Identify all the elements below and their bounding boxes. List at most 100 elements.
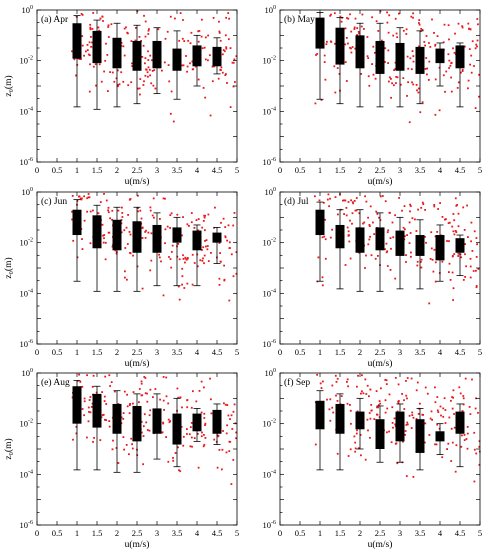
x-axis-title: u(m/s)	[368, 358, 393, 369]
scatter-point	[385, 242, 388, 245]
scatter-point	[190, 406, 193, 409]
scatter-point	[426, 392, 429, 395]
scatter-point	[146, 71, 149, 74]
x-tick-label: 0.5	[52, 347, 63, 357]
x-tick-label: 4.5	[212, 347, 223, 357]
scatter-point	[204, 424, 206, 426]
scatter-point	[132, 254, 134, 257]
scatter-point	[131, 443, 133, 446]
scatter-point	[387, 62, 389, 64]
scatter-point	[360, 25, 363, 28]
x-tick-label: 4	[195, 528, 200, 538]
scatter-point	[394, 377, 397, 379]
scatter-point	[181, 275, 184, 278]
scatter-point	[475, 452, 478, 455]
scatter-point	[467, 79, 470, 82]
scatter-point	[393, 84, 395, 87]
scatter-point	[452, 230, 455, 233]
scatter-point	[149, 54, 152, 57]
scatter-point	[322, 201, 325, 204]
y-tick-exponent: 0	[30, 187, 33, 193]
scatter-point	[196, 433, 199, 435]
scatter-point	[426, 67, 429, 70]
scatter-point	[128, 453, 130, 456]
scatter-point	[346, 17, 348, 19]
y-tick-base: 10	[20, 56, 29, 66]
scatter-point	[111, 209, 114, 212]
scatter-point	[416, 264, 419, 267]
scatter-point	[412, 83, 415, 86]
x-tick-label: 3.5	[172, 165, 183, 175]
scatter-point	[433, 248, 436, 251]
scatter-point	[125, 226, 128, 229]
scatter-point	[211, 80, 214, 83]
scatter-point	[123, 54, 126, 57]
scatter-point	[137, 87, 139, 90]
scatter-point	[460, 445, 463, 448]
scatter-point	[128, 198, 131, 201]
scatter-point	[371, 16, 373, 19]
scatter-point	[163, 61, 166, 64]
y-tick-label: 100	[265, 368, 277, 378]
scatter-point	[368, 412, 371, 414]
y-tick-label: 100	[22, 5, 34, 15]
scatter-point	[460, 71, 462, 74]
scatter-point	[364, 458, 367, 461]
scatter-point	[146, 392, 148, 395]
scatter-point	[137, 210, 139, 213]
box-body	[92, 393, 102, 428]
scatter-point	[344, 199, 347, 202]
scatter-point	[441, 216, 444, 218]
scatter-point	[323, 235, 326, 238]
scatter-point	[186, 65, 189, 68]
scatter-point	[186, 70, 188, 73]
scatter-point	[200, 380, 203, 383]
scatter-point	[225, 47, 228, 50]
scatter-point	[92, 374, 95, 377]
scatter-point	[148, 28, 150, 30]
scatter-point	[367, 216, 369, 219]
scatter-point	[430, 410, 433, 413]
y-tick-exponent: 0	[273, 5, 276, 11]
scatter-point	[105, 199, 108, 202]
scatter-point	[384, 379, 387, 381]
scatter-point	[410, 15, 413, 18]
scatter-point	[346, 226, 349, 229]
scatter-point	[168, 80, 171, 83]
scatter-point	[444, 409, 447, 411]
scatter-point	[81, 248, 84, 250]
scatter-point	[149, 269, 152, 272]
x-tick-label: 2.5	[132, 528, 143, 538]
scatter-point	[461, 410, 464, 412]
scatter-point	[81, 14, 84, 16]
scatter-point	[424, 386, 427, 389]
scatter-point	[415, 84, 418, 86]
scatter-point	[388, 80, 390, 83]
scatter-point	[162, 376, 165, 378]
scatter-point	[193, 227, 196, 229]
scatter-point	[197, 78, 200, 81]
box-body	[132, 221, 142, 253]
scatter-point	[348, 240, 351, 243]
scatter-point	[344, 264, 347, 266]
box-3	[152, 27, 162, 95]
scatter-point	[389, 269, 392, 271]
scatter-point	[186, 433, 188, 435]
box-body	[315, 209, 325, 236]
scatter-point	[217, 77, 220, 80]
scatter-point	[474, 407, 477, 410]
scatter-point	[444, 218, 446, 221]
scatter-point	[102, 413, 105, 416]
y-tick-base: 10	[20, 469, 29, 479]
scatter-point	[340, 20, 343, 23]
scatter-point	[150, 259, 153, 262]
scatter-point	[105, 403, 108, 405]
scatter-point	[152, 197, 155, 200]
box-body	[335, 27, 345, 65]
scatter-point	[87, 196, 90, 199]
scatter-point	[408, 121, 411, 124]
scatter-point	[467, 22, 470, 25]
scatter-point	[159, 218, 161, 220]
scatter-point	[394, 17, 397, 20]
scatter-point	[408, 221, 411, 224]
